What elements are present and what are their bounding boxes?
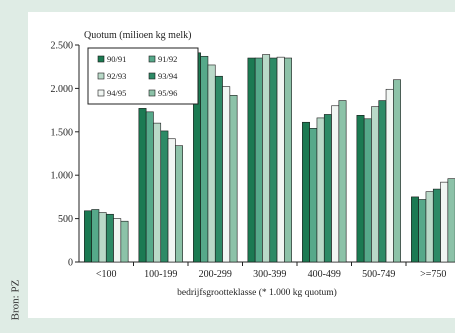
bar-94-95-4 [331,105,340,263]
bar-94-95-3 [276,56,285,263]
bar-93-94-3 [269,57,278,263]
bar-93-94-6 [432,188,441,263]
x-tick-label: <100 [96,269,117,280]
y-tick-label: 2.500 [51,41,74,52]
y-tick-label: 1.500 [51,127,74,138]
bar-95-96-3 [284,57,292,263]
bar-94-95-2 [222,86,231,263]
bar-90-91-0 [84,210,92,263]
x-tick-label: 100-199 [144,269,177,280]
bar-95-96-2 [229,95,238,263]
bar-95-96-1 [175,145,183,263]
y-tick-label: 500 [58,214,73,225]
bar-91-92-3 [254,57,263,263]
legend-label-91-92: 91/92 [158,54,177,64]
y-tick-label: 0 [68,258,73,269]
legend-swatch-91-92 [148,55,156,63]
bar-93-94-0 [105,213,114,263]
x-axis-label: bedrijfsgrootteklasse (* 1.000 kg quotum… [177,287,337,298]
bar-95-96-0 [120,220,129,263]
bar-92-93-6 [425,191,434,263]
legend-swatch-94-95 [97,89,105,97]
legend-swatch-90-91 [97,55,105,63]
legend-label-90-91: 90/91 [107,54,126,64]
bar-92-93-2 [207,64,216,263]
bar-94-95-6 [440,181,449,263]
bar-93-94-5 [378,100,387,263]
legend-label-94-95: 94/95 [107,88,126,98]
bar-92-93-4 [316,117,325,263]
legend-box [87,47,199,105]
x-tick-label: 500-749 [362,269,395,280]
legend-label-92-93: 92/93 [107,71,126,81]
bar-91-92-0 [91,209,100,263]
legend-label-93-94: 93/94 [158,71,178,81]
bar-90-91-5 [356,115,365,263]
bar-94-95-0 [113,218,122,263]
bar-94-95-1 [167,138,176,263]
bar-91-92-6 [418,199,427,263]
bar-90-91-6 [411,196,419,263]
bar-93-94-2 [214,75,223,263]
legend-label-95-96: 95/96 [158,88,177,98]
bar-90-91-1 [138,108,147,263]
bar-91-92-5 [363,118,372,263]
x-tick-label: 300-399 [253,269,286,280]
x-tick-label: 200-299 [199,269,232,280]
bar-92-93-0 [98,212,107,263]
y-tick-label: 1.000 [51,171,74,182]
x-tick-label: >=750 [420,269,446,280]
legend-swatch-93-94 [148,72,156,80]
bar-90-91-3 [247,57,256,263]
bar-95-96-5 [393,79,401,263]
bar-93-94-4 [323,114,332,263]
y-tick-label: 2.000 [51,84,74,95]
x-tick-label: 400-499 [308,269,341,280]
bar-94-95-5 [385,88,394,263]
bar-95-96-4 [338,100,347,263]
bar-91-92-2 [200,55,209,263]
legend-swatch-95-96 [148,89,156,97]
bar-95-96-6 [447,178,455,263]
bar-91-92-4 [309,128,318,263]
bar-90-91-4 [302,121,310,263]
bar-91-92-1 [145,111,154,263]
bar-93-94-1 [160,130,169,263]
chart-title: Quotum (milioen kg melk) [84,30,192,41]
bar-92-93-1 [153,122,162,263]
bar-92-93-5 [371,106,380,263]
bar-92-93-3 [262,54,271,263]
legend-swatch-92-93 [97,72,105,80]
